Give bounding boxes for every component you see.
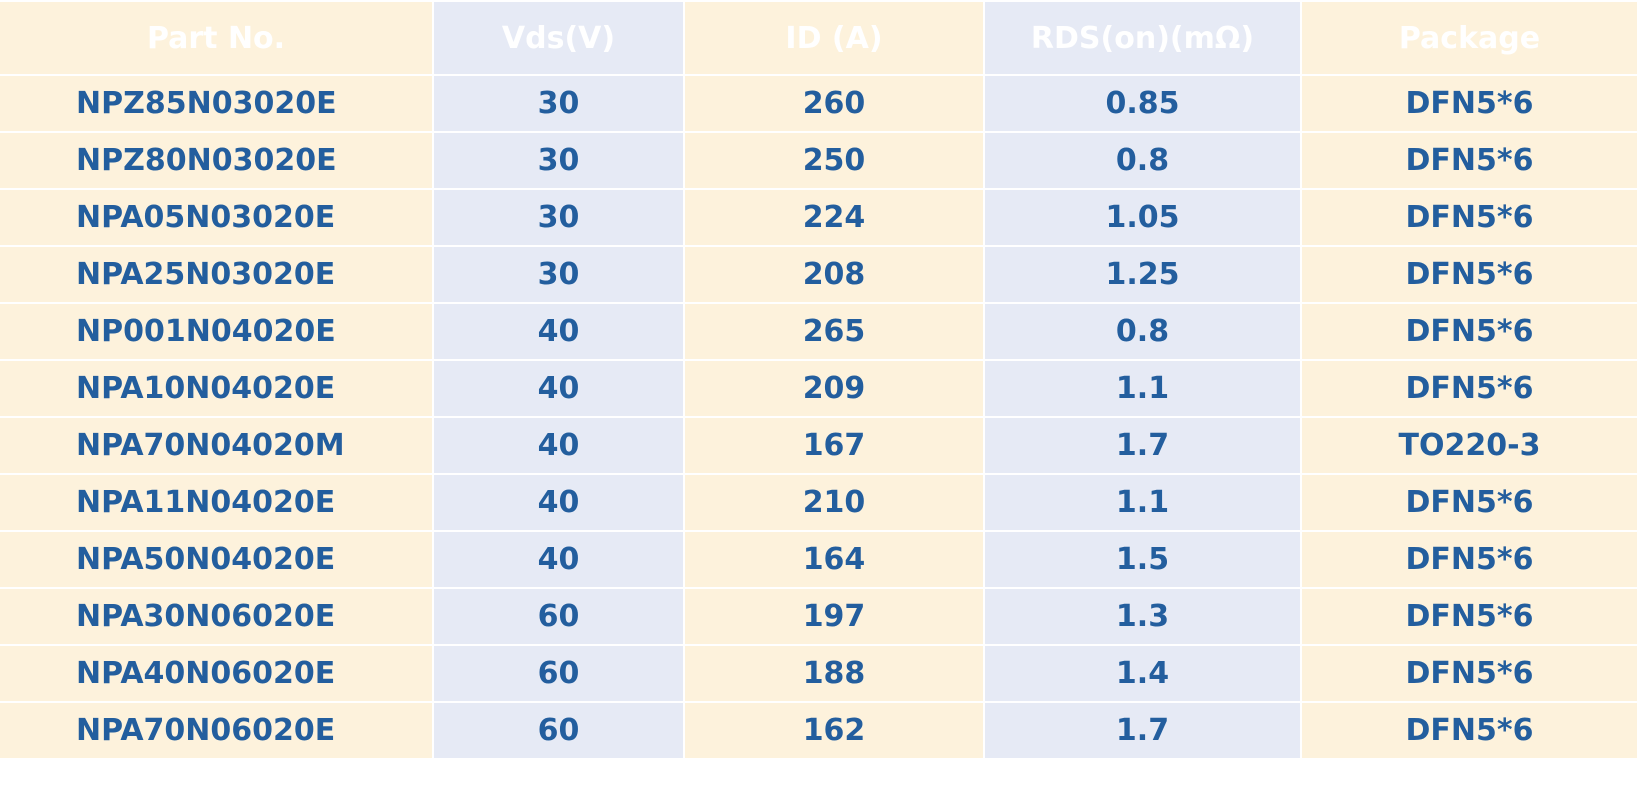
table-row: NPA25N03020E 30 208 1.25 DFN5*6: [0, 247, 1637, 302]
table-cell: 1.4: [985, 646, 1300, 701]
table-cell: 1.05: [985, 190, 1300, 245]
table-cell: 0.8: [985, 133, 1300, 188]
table-cell: NPA70N06020E: [0, 703, 432, 758]
table-cell: NPZ80N03020E: [0, 133, 432, 188]
table-cell: DFN5*6: [1302, 475, 1637, 530]
column-header: Part No.: [0, 2, 432, 74]
table-cell: DFN5*6: [1302, 247, 1637, 302]
column-header: Package: [1302, 2, 1637, 74]
table-cell: NPA25N03020E: [0, 247, 432, 302]
table-cell: 30: [434, 133, 683, 188]
table-cell: DFN5*6: [1302, 532, 1637, 587]
table-row: NPA30N06020E 60 197 1.3 DFN5*6: [0, 589, 1637, 644]
table-cell: 1.1: [985, 475, 1300, 530]
table-cell: 60: [434, 646, 683, 701]
table-row: NPZ85N03020E 30 260 0.85 DFN5*6: [0, 76, 1637, 131]
table-cell: 208: [685, 247, 983, 302]
table-cell: NPZ85N03020E: [0, 76, 432, 131]
table-cell: 30: [434, 247, 683, 302]
table-cell: 250: [685, 133, 983, 188]
table-cell: DFN5*6: [1302, 361, 1637, 416]
table-cell: NP001N04020E: [0, 304, 432, 359]
table-cell: 162: [685, 703, 983, 758]
table-cell: 0.85: [985, 76, 1300, 131]
header-row: Part No. Vds(V) ID (A) RDS(on)(mΩ) Package: [0, 2, 1637, 74]
table-row: NPA40N06020E 60 188 1.4 DFN5*6: [0, 646, 1637, 701]
table-body: NPZ85N03020E 30 260 0.85 DFN5*6 NPZ80N03020E 3…: [0, 76, 1637, 758]
table-cell: 1.3: [985, 589, 1300, 644]
table-row: NPA70N06020E 60 162 1.7 DFN5*6: [0, 703, 1637, 758]
table-row: NPA11N04020E 40 210 1.1 DFN5*6: [0, 475, 1637, 530]
table-cell: 164: [685, 532, 983, 587]
table-cell: DFN5*6: [1302, 703, 1637, 758]
table-cell: 40: [434, 532, 683, 587]
table-row: NPA70N04020M 40 167 1.7 TO220-3: [0, 418, 1637, 473]
table-cell: 210: [685, 475, 983, 530]
table-cell: NPA10N04020E: [0, 361, 432, 416]
table-row: NPA05N03020E 30 224 1.05 DFN5*6: [0, 190, 1637, 245]
spec-table: Part No. Vds(V) ID (A) RDS(on)(mΩ) Package N…: [0, 2, 1637, 758]
table-cell: DFN5*6: [1302, 133, 1637, 188]
table-cell: 60: [434, 703, 683, 758]
table-cell: 209: [685, 361, 983, 416]
column-header: Vds(V): [434, 2, 683, 74]
table-cell: 40: [434, 418, 683, 473]
table-cell: 0.8: [985, 304, 1300, 359]
table-row: NP001N04020E 40 265 0.8 DFN5*6: [0, 304, 1637, 359]
table-cell: 30: [434, 76, 683, 131]
table-cell: 40: [434, 475, 683, 530]
table-cell: NPA30N06020E: [0, 589, 432, 644]
table-cell: DFN5*6: [1302, 76, 1637, 131]
table-cell: 197: [685, 589, 983, 644]
table-cell: TO220-3: [1302, 418, 1637, 473]
column-header: RDS(on)(mΩ): [985, 2, 1300, 74]
table-cell: DFN5*6: [1302, 304, 1637, 359]
table-cell: 60: [434, 589, 683, 644]
table-cell: DFN5*6: [1302, 589, 1637, 644]
table-cell: 167: [685, 418, 983, 473]
table-cell: 1.25: [985, 247, 1300, 302]
table-cell: DFN5*6: [1302, 190, 1637, 245]
table-cell: 188: [685, 646, 983, 701]
column-header: ID (A): [685, 2, 983, 74]
table-cell: DFN5*6: [1302, 646, 1637, 701]
table-cell: 1.5: [985, 532, 1300, 587]
table-cell: 265: [685, 304, 983, 359]
table-cell: NPA05N03020E: [0, 190, 432, 245]
table-cell: NPA11N04020E: [0, 475, 432, 530]
table-row: NPZ80N03020E 30 250 0.8 DFN5*6: [0, 133, 1637, 188]
table-cell: 1.7: [985, 418, 1300, 473]
table-cell: 224: [685, 190, 983, 245]
table-cell: 260: [685, 76, 983, 131]
table-cell: NPA50N04020E: [0, 532, 432, 587]
table-cell: 1.1: [985, 361, 1300, 416]
table-cell: NPA40N06020E: [0, 646, 432, 701]
table-row: NPA10N04020E 40 209 1.1 DFN5*6: [0, 361, 1637, 416]
table-cell: 40: [434, 304, 683, 359]
table-cell: 1.7: [985, 703, 1300, 758]
table-row: NPA50N04020E 40 164 1.5 DFN5*6: [0, 532, 1637, 587]
table-cell: 40: [434, 361, 683, 416]
table-cell: 30: [434, 190, 683, 245]
table-cell: NPA70N04020M: [0, 418, 432, 473]
